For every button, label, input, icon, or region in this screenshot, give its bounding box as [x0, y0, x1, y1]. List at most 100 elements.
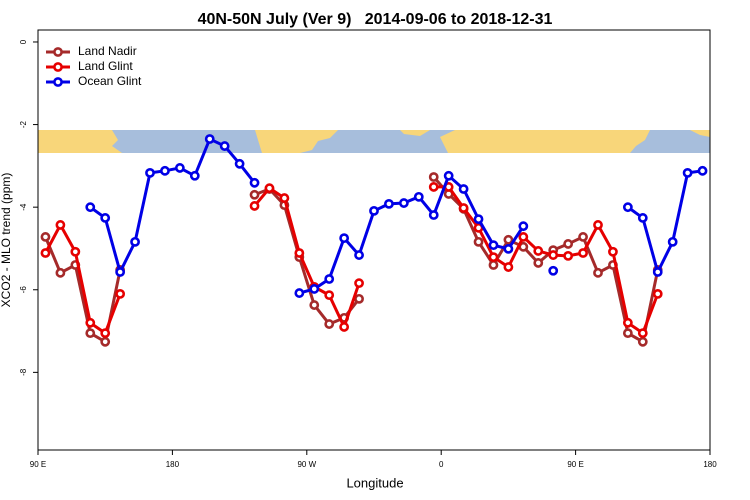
- map-land: [690, 130, 710, 137]
- y-tick-label: -4: [19, 203, 28, 211]
- data-point: [697, 165, 708, 176]
- data-point: [145, 167, 155, 178]
- y-tick-label: -6: [19, 286, 28, 294]
- legend-label: Land Nadir: [78, 44, 137, 58]
- data-point: [518, 221, 529, 232]
- data-point: [548, 250, 559, 260]
- data-point: [324, 290, 335, 301]
- data-point: [279, 193, 290, 203]
- data-point: [354, 293, 364, 304]
- data-point: [100, 336, 111, 347]
- x-axis-label: Longitude: [346, 475, 403, 490]
- data-point: [249, 177, 260, 188]
- legend-marker: [53, 77, 63, 87]
- data-point: [622, 328, 633, 339]
- data-point: [249, 201, 260, 211]
- data-point: [384, 198, 394, 209]
- data-point: [160, 165, 170, 176]
- data-point: [85, 202, 96, 213]
- data-point: [55, 220, 66, 230]
- map-land: [400, 130, 430, 136]
- data-point: [608, 246, 618, 257]
- data-point: [100, 213, 111, 223]
- data-point: [622, 202, 633, 213]
- data-point: [428, 210, 439, 220]
- data-point: [219, 141, 230, 151]
- data-point: [428, 172, 439, 182]
- data-point: [324, 319, 335, 329]
- data-point: [204, 134, 215, 144]
- x-tick-label: 180: [166, 460, 180, 469]
- data-point: [339, 322, 350, 332]
- series-line: [89, 136, 703, 295]
- plot-frame: [37, 29, 711, 451]
- data-point: [652, 288, 663, 299]
- legend-marker: [53, 62, 63, 72]
- data-point: [428, 182, 439, 192]
- data-point: [40, 248, 51, 258]
- data-point: [85, 317, 96, 328]
- data-point: [667, 236, 678, 247]
- data-point: [533, 258, 544, 268]
- x-tick-label: 90 E: [567, 460, 583, 469]
- data-point: [622, 317, 633, 328]
- data-point: [234, 158, 245, 169]
- map-strip: [38, 130, 710, 153]
- data-point: [309, 284, 320, 294]
- data-point: [189, 170, 200, 181]
- data-point: [503, 234, 514, 245]
- data-point: [55, 267, 66, 278]
- data-point: [130, 236, 140, 247]
- data-point: [85, 328, 96, 339]
- y-tick-label: -2: [19, 120, 28, 128]
- legend-label: Ocean Glint: [78, 74, 142, 88]
- map-land: [440, 130, 650, 153]
- data-point: [473, 236, 484, 247]
- data-point: [264, 183, 275, 194]
- data-point: [652, 267, 663, 277]
- data-point: [503, 262, 514, 272]
- data-point: [458, 203, 469, 213]
- data-point: [115, 288, 126, 299]
- data-point: [100, 328, 111, 339]
- x-tick-label: 90 E: [30, 460, 46, 469]
- data-point: [578, 232, 588, 242]
- x-tick-label: 180: [703, 460, 717, 469]
- data-point: [578, 248, 588, 258]
- map-land: [38, 130, 122, 153]
- legend-label: Land Glint: [78, 59, 133, 73]
- data-point: [294, 248, 305, 258]
- x-tick-label: 0: [439, 460, 444, 469]
- data-point: [518, 232, 529, 242]
- data-point: [637, 328, 648, 339]
- y-tick-label: 0: [19, 39, 28, 44]
- data-point: [488, 260, 499, 270]
- legend-marker: [53, 47, 63, 57]
- chart-title: 40N-50N July (Ver 9) 2014-09-06 to 2018-…: [198, 11, 553, 28]
- data-point: [503, 243, 514, 254]
- data-point: [637, 336, 648, 347]
- data-point: [40, 232, 51, 242]
- data-point: [294, 288, 305, 298]
- data-point: [443, 170, 454, 181]
- data-point: [593, 220, 603, 230]
- data-point: [548, 265, 559, 276]
- data-point: [563, 250, 574, 261]
- data-point: [324, 274, 335, 284]
- data-point: [398, 198, 409, 208]
- data-point: [637, 213, 648, 223]
- y-tick-label: -8: [19, 368, 28, 376]
- y-axis-label: XCO2 - MLO trend (ppm): [0, 173, 13, 308]
- data-point: [488, 252, 499, 263]
- data-point: [249, 189, 260, 200]
- x-tick-label: 90 W: [297, 460, 316, 469]
- data-point: [593, 267, 603, 278]
- data-point: [70, 246, 81, 257]
- data-point: [369, 205, 379, 216]
- map-land: [255, 130, 338, 153]
- data-point: [488, 240, 499, 251]
- data-point: [174, 163, 185, 173]
- data-point: [354, 278, 364, 289]
- data-point: [309, 300, 320, 310]
- data-point: [533, 246, 544, 256]
